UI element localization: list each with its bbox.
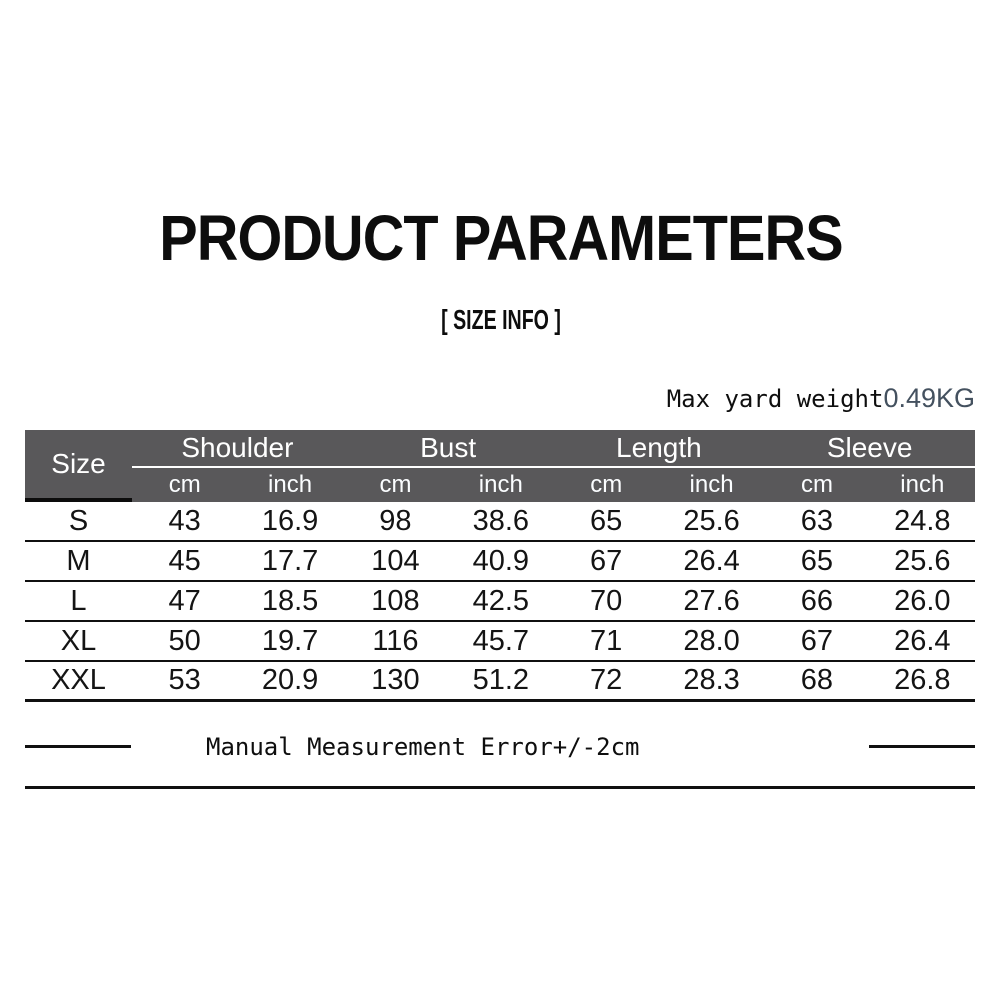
measurement-cell: 26.0	[869, 582, 975, 622]
measurement-cell: 38.6	[448, 502, 554, 542]
measurement-cell: 26.8	[869, 662, 975, 702]
measurement-cell: 28.3	[658, 662, 765, 702]
group-header-sleeve: Sleeve	[764, 430, 975, 468]
measurement-error-note: Manual Measurement Error+/-2cm	[206, 733, 640, 761]
unit-header-cm: cm	[553, 468, 659, 502]
measurement-cell: 65	[553, 502, 659, 542]
measurement-cell: 26.4	[869, 622, 975, 662]
measurement-cell: 130	[342, 662, 449, 702]
measurement-cell: 42.5	[448, 582, 554, 622]
measurement-cell: 25.6	[869, 542, 975, 582]
measurement-cell: 65	[764, 542, 870, 582]
measurement-cell: 19.7	[237, 622, 343, 662]
unit-header-cm: cm	[764, 468, 870, 502]
measurement-cell: 45.7	[448, 622, 554, 662]
measurement-cell: 27.6	[658, 582, 765, 622]
measurement-cell: 18.5	[237, 582, 343, 622]
unit-header-inch: inch	[869, 468, 975, 502]
measurement-cell: 72	[553, 662, 659, 702]
footer-rule-left	[25, 745, 131, 748]
size-label-cell: L	[25, 582, 132, 622]
size-label-cell: S	[25, 502, 132, 542]
group-header-shoulder: Shoulder	[132, 430, 343, 468]
measurement-cell: 71	[553, 622, 659, 662]
measurement-cell: 20.9	[237, 662, 343, 702]
measurement-cell: 47	[132, 582, 238, 622]
footer-rule-right	[869, 745, 975, 748]
max-yard-weight-label: Max yard weight	[666, 385, 884, 413]
measurement-cell: 116	[342, 622, 449, 662]
measurement-cell: 16.9	[237, 502, 343, 542]
unit-header-inch: inch	[448, 468, 554, 502]
unit-header-inch: inch	[237, 468, 343, 502]
size-label-cell: M	[25, 542, 132, 582]
size-info-subtitle: [ SIZE INFO ]	[441, 304, 561, 335]
size-label-cell: XL	[25, 622, 132, 662]
measurement-cell: 66	[764, 582, 870, 622]
measurement-cell: 68	[764, 662, 870, 702]
unit-header-cm: cm	[342, 468, 449, 502]
measurement-cell: 63	[764, 502, 870, 542]
page-title: PRODUCT PARAMETERS	[159, 202, 843, 274]
max-yard-weight-note: Max yard weight0.49KG	[667, 383, 975, 414]
measurement-cell: 45	[132, 542, 238, 582]
measurement-cell: 108	[342, 582, 449, 622]
measurement-cell: 50	[132, 622, 238, 662]
measurement-cell: 70	[553, 582, 659, 622]
size-table: Size Shoulder Bust Length Sleeve cm inch…	[25, 430, 975, 702]
footer-rule-bottom	[25, 786, 975, 789]
unit-header-inch: inch	[658, 468, 765, 502]
measurement-cell: 98	[342, 502, 449, 542]
size-label-cell: XXL	[25, 662, 132, 702]
measurement-cell: 26.4	[658, 542, 765, 582]
measurement-cell: 51.2	[448, 662, 554, 702]
measurement-cell: 104	[342, 542, 449, 582]
group-header-bust: Bust	[342, 430, 554, 468]
measurement-cell: 67	[553, 542, 659, 582]
size-column-header: Size	[25, 430, 132, 502]
max-yard-weight-value: 0.49KG	[883, 383, 975, 413]
measurement-cell: 43	[132, 502, 238, 542]
measurement-cell: 24.8	[869, 502, 975, 542]
measurement-cell: 40.9	[448, 542, 554, 582]
unit-header-cm: cm	[132, 468, 238, 502]
group-header-length: Length	[553, 430, 765, 468]
measurement-cell: 53	[132, 662, 238, 702]
measurement-cell: 25.6	[658, 502, 765, 542]
measurement-cell: 28.0	[658, 622, 765, 662]
measurement-cell: 17.7	[237, 542, 343, 582]
measurement-cell: 67	[764, 622, 870, 662]
